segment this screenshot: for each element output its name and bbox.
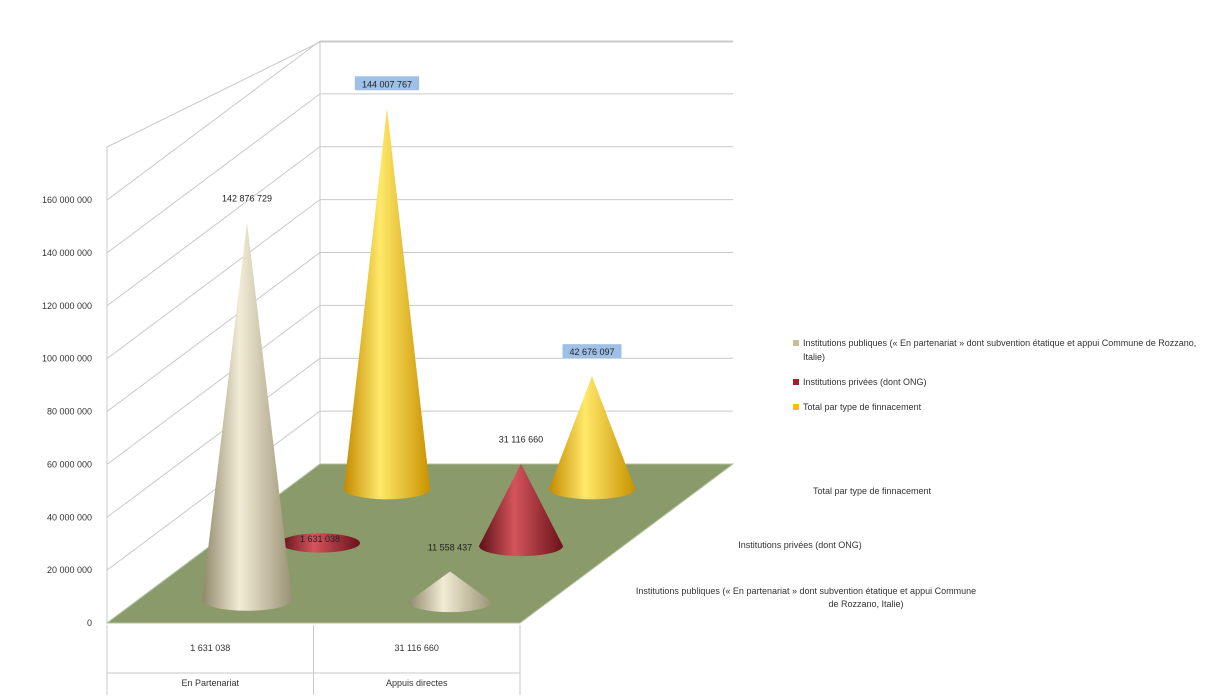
data-label: 144 007 767	[362, 79, 412, 89]
legend-item-public: Institutions publiques (« En partenariat…	[793, 336, 1203, 364]
side-gridline	[106, 40, 321, 201]
legend-label-public: Institutions publiques (« En partenariat…	[803, 338, 1197, 362]
depth-label: Total par type de finnacement	[813, 486, 932, 496]
cone-1-1	[479, 463, 563, 557]
side-gridline	[106, 146, 321, 307]
y-tick-label: 160 000 000	[42, 195, 92, 205]
legend: Institutions publiques (« En partenariat…	[793, 336, 1203, 425]
y-tick-label: 120 000 000	[42, 301, 92, 311]
data-label-box	[354, 76, 420, 91]
category-label: Appuis directes	[386, 678, 448, 688]
side-gridline	[106, 199, 321, 360]
data-label: 31 116 660	[499, 435, 543, 445]
side-gridline	[106, 357, 321, 518]
data-label: 1 631 038	[300, 534, 340, 544]
side-gridline	[106, 252, 321, 412]
cone-1-0	[280, 533, 360, 553]
side-top-gridline	[106, 41, 321, 148]
y-tick-label: 60 000 000	[47, 459, 92, 469]
legend-item-total: Total par type de finnacement	[793, 400, 1203, 414]
depth-label: Institutions privées (dont ONG)	[738, 540, 862, 550]
y-tick-label: 0	[87, 618, 92, 628]
category-label: En Partenariat	[181, 678, 239, 688]
cone-2-0	[344, 108, 430, 500]
depth-label: Institutions publiques (« En partenariat…	[636, 586, 976, 609]
cone-2-1	[549, 376, 635, 500]
legend-swatch-private	[793, 379, 799, 385]
legend-swatch-total	[793, 404, 799, 410]
y-tick-label: 40 000 000	[47, 512, 92, 522]
cone-0-0	[202, 222, 292, 611]
y-tick-label: 80 000 000	[47, 407, 92, 417]
data-label: 142 876 729	[222, 193, 272, 203]
y-tick-label: 20 000 000	[47, 565, 92, 575]
chart-labels: 144 007 767 42 676 097 1 631 038 31 116 660…	[222, 76, 622, 552]
legend-label-private: Institutions privées (dont ONG)	[803, 377, 927, 387]
y-tick-label: 100 000 000	[42, 354, 92, 364]
cone-0-1	[408, 571, 492, 613]
legend-swatch-public	[793, 340, 799, 346]
side-gridline	[106, 93, 321, 254]
legend-label-total: Total par type de finnacement	[803, 402, 922, 412]
data-label: 11 558 437	[428, 542, 472, 552]
legend-item-private: Institutions privées (dont ONG)	[793, 375, 1203, 389]
chart-cones	[202, 108, 635, 613]
table-value: 1 631 038	[190, 643, 230, 653]
y-tick-label: 140 000 000	[42, 248, 92, 258]
side-gridline	[106, 304, 321, 465]
table-value: 31 116 660	[395, 643, 439, 653]
data-label: 42 676 097	[569, 347, 614, 357]
side-gridline	[106, 410, 321, 571]
data-label-box	[562, 344, 622, 359]
